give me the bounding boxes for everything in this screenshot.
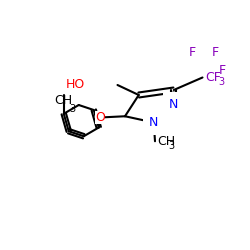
Text: F: F — [212, 46, 218, 59]
Text: CF: CF — [205, 71, 221, 84]
Text: CH: CH — [55, 94, 73, 107]
Text: 3: 3 — [219, 77, 225, 87]
Text: F: F — [189, 46, 196, 59]
Text: N: N — [169, 98, 178, 112]
Text: 3: 3 — [69, 104, 75, 115]
Text: N: N — [149, 116, 158, 129]
Text: CH: CH — [158, 135, 176, 148]
Text: 3: 3 — [169, 141, 175, 151]
Text: HO: HO — [66, 78, 85, 92]
Text: F: F — [219, 64, 226, 76]
Text: O: O — [95, 111, 105, 124]
